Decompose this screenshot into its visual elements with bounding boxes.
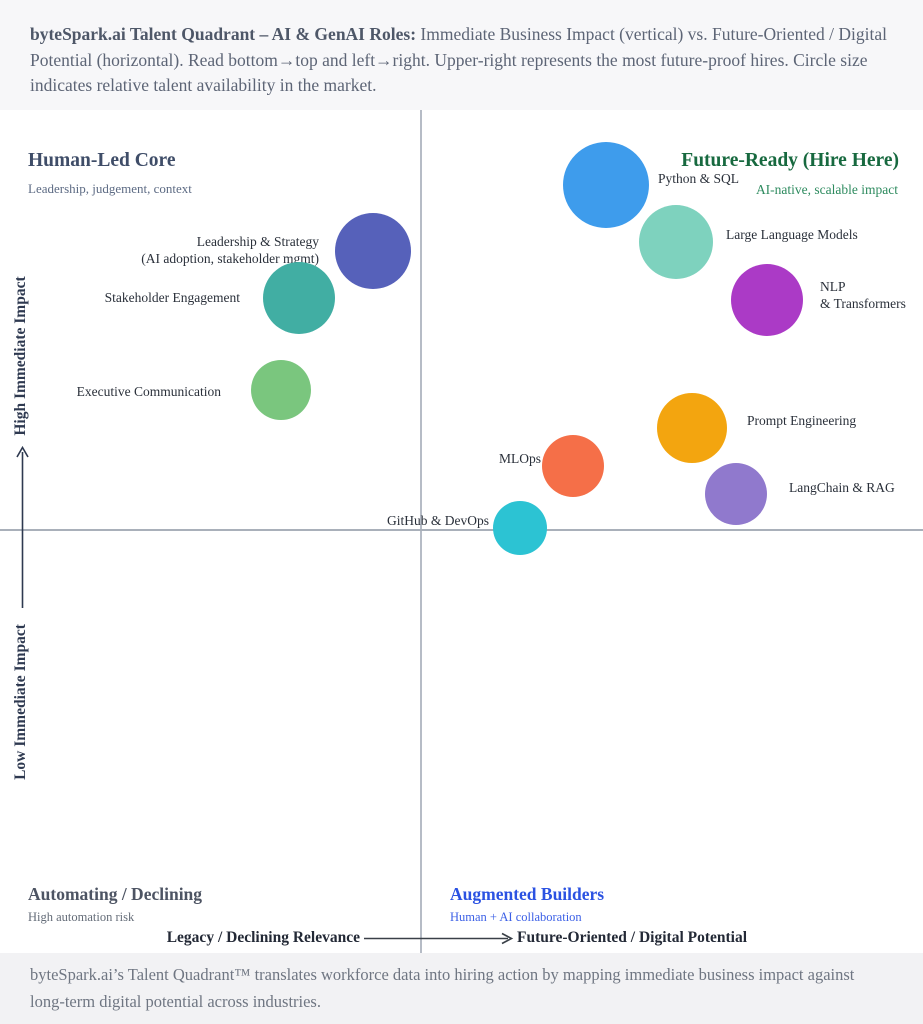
bubble-label-leadership-strategy: Leadership & Strategy (AI adoption, stake… xyxy=(141,234,319,266)
header-description: byteSpark.ai Talent Quadrant – AI & GenA… xyxy=(0,0,923,99)
bubble-prompt-engineering xyxy=(657,393,727,463)
footer-banner: byteSpark.ai’s Talent Quadrant™ translat… xyxy=(0,953,923,1024)
quadrant-subtitle-automating-declining: High automation risk xyxy=(28,910,135,924)
bubble-github-devops xyxy=(493,501,547,555)
bubble-label-nlp: NLP & Transformers xyxy=(820,279,906,311)
bubble-mlops xyxy=(542,435,604,497)
bubble-nlp xyxy=(731,264,803,336)
bubble-label-stakeholder-engagement: Stakeholder Engagement xyxy=(104,289,240,305)
quadrant-title-human-led-core: Human-Led Core xyxy=(28,150,176,171)
quadrant-subtitle-augmented-builders: Human + AI collaboration xyxy=(450,910,582,924)
quadrant-title-future-ready: Future-Ready (Hire Here) xyxy=(681,150,899,171)
bubble-leadership-strategy xyxy=(335,213,411,289)
bubble-label-mlops: MLOps xyxy=(498,450,541,466)
y-axis-label-low: Low Immediate Impact xyxy=(12,624,29,780)
header-subtitle-text: Immediate Business Impact (vertical) vs.… xyxy=(30,24,887,95)
header-title: byteSpark.ai Talent Quadrant – AI & GenA… xyxy=(30,24,417,44)
header-banner: byteSpark.ai Talent Quadrant – AI & GenA… xyxy=(0,0,923,110)
quadrant-title-automating-declining: Automating / Declining xyxy=(28,884,203,904)
quadrant-subtitle-future-ready: AI-native, scalable impact xyxy=(755,182,898,197)
quadrant-subtitle-human-led-core: Leadership, judgement, context xyxy=(28,181,192,196)
bubble-label-prompt-engineering: Prompt Engineering xyxy=(747,412,857,428)
bubble-large-language-models xyxy=(639,205,713,279)
bubble-label-python-sql: Python & SQL xyxy=(658,170,740,186)
bubble-label-large-language-models: Large Language Models xyxy=(726,226,858,242)
bubble-executive-communication xyxy=(251,360,311,420)
bubble-label-executive-communication: Executive Communication xyxy=(76,383,221,399)
bubble-stakeholder-engagement xyxy=(263,262,335,334)
x-axis-label-right: Future-Oriented / Digital Potential xyxy=(517,929,748,946)
bubble-label-github-devops: GitHub & DevOps xyxy=(387,512,489,528)
quadrant-title-augmented-builders: Augmented Builders xyxy=(450,884,605,904)
x-axis-arrow-icon xyxy=(364,932,514,945)
bubble-python-sql xyxy=(563,142,649,228)
x-axis-label-left: Legacy / Declining Relevance xyxy=(166,929,360,946)
footer-caption: byteSpark.ai’s Talent Quadrant™ translat… xyxy=(30,965,855,1011)
horizontal-axis-line xyxy=(0,529,923,531)
vertical-axis-line xyxy=(420,110,422,953)
y-axis-label-high: High Immediate Impact xyxy=(12,276,29,436)
bubble-label-langchain-rag: LangChain & RAG xyxy=(789,479,895,495)
y-axis-arrow-icon xyxy=(16,446,29,608)
bubble-langchain-rag xyxy=(705,463,767,525)
